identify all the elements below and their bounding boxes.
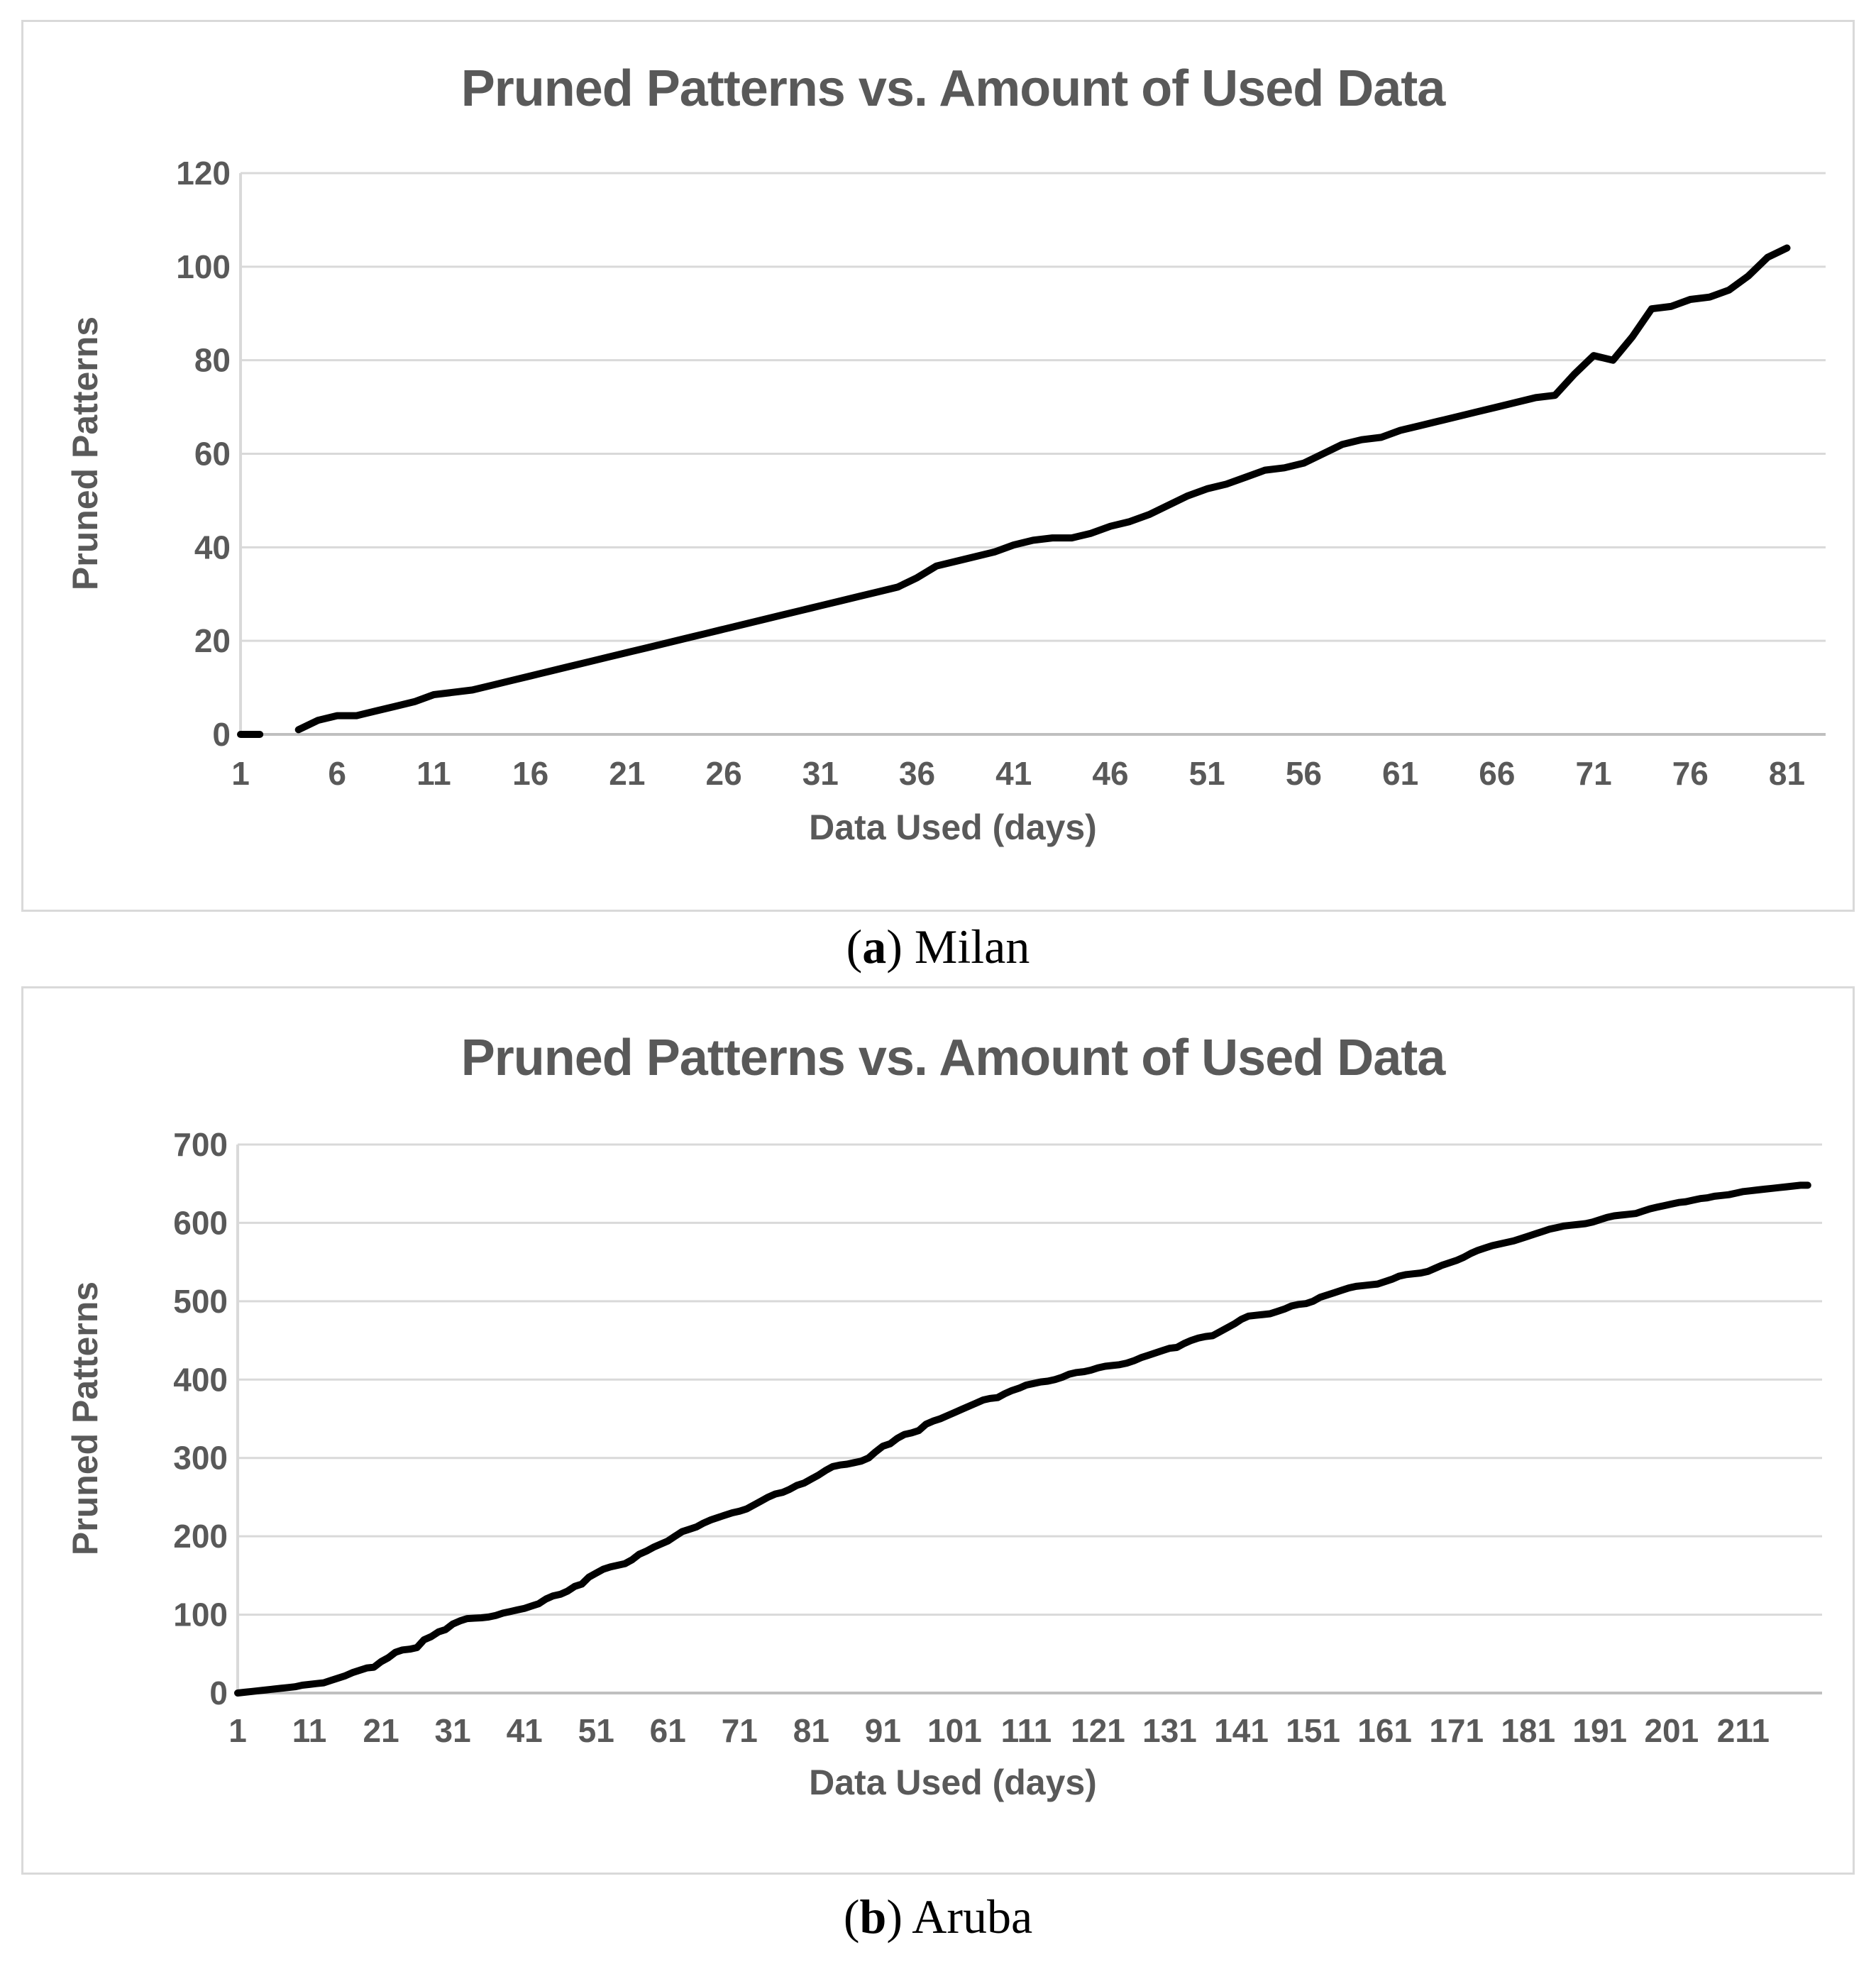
x-tick-label: 66 <box>1479 755 1515 792</box>
x-tick-label: 191 <box>1572 1712 1627 1749</box>
x-tick-label: 141 <box>1214 1712 1269 1749</box>
x-tick-label: 56 <box>1286 755 1322 792</box>
x-tick-label: 181 <box>1501 1712 1555 1749</box>
y-tick-label: 60 <box>194 436 231 473</box>
x-tick-label: 101 <box>927 1712 982 1749</box>
series-line <box>234 1181 1811 1697</box>
x-tick-label: 31 <box>435 1712 471 1749</box>
y-tick-label: 700 <box>173 1126 228 1163</box>
caption-paren-open: ( <box>843 1890 860 1943</box>
x-tick-label: 11 <box>292 1712 327 1749</box>
y-tick-label: 500 <box>173 1283 228 1320</box>
y-tick-label: 0 <box>209 1675 228 1711</box>
x-axis-title: Data Used (days) <box>809 807 1097 847</box>
y-tick-label: 300 <box>173 1440 228 1477</box>
caption-paren-open: ( <box>846 920 863 974</box>
caption-milan: (a) Milan <box>0 919 1876 975</box>
x-tick-label: 81 <box>793 1712 829 1749</box>
x-tick-label: 201 <box>1644 1712 1699 1749</box>
aruba-line-chart: Pruned Patterns vs. Amount of Used Data 0… <box>65 1030 1822 1802</box>
y-axis-title: Pruned Patterns <box>65 1281 105 1555</box>
milan-line-chart: Pruned Patterns vs. Amount of Used Data 0… <box>65 60 1826 847</box>
y-tick-label: 40 <box>194 529 231 566</box>
y-tick-label: 200 <box>173 1518 228 1555</box>
caption-text: ) Aruba <box>886 1890 1033 1943</box>
x-tick-label: 41 <box>995 755 1032 792</box>
caption-letter: a <box>862 920 887 974</box>
x-tick-label: 16 <box>512 755 548 792</box>
x-tick-label: 81 <box>1769 755 1805 792</box>
x-tick-label: 1 <box>228 1712 247 1749</box>
x-tick-label: 91 <box>865 1712 901 1749</box>
caption-text: ) Milan <box>886 920 1030 974</box>
milan-chart-panel: Pruned Patterns vs. Amount of Used Data 0… <box>21 20 1855 912</box>
x-tick-label: 61 <box>1382 755 1418 792</box>
x-tick-label: 6 <box>328 755 346 792</box>
x-tick-label: 71 <box>722 1712 758 1749</box>
x-tick-label: 36 <box>899 755 935 792</box>
x-tick-label: 61 <box>650 1712 686 1749</box>
x-tick-label: 41 <box>507 1712 543 1749</box>
x-tick-label: 161 <box>1357 1712 1412 1749</box>
x-tick-label: 51 <box>578 1712 614 1749</box>
x-tick-label: 151 <box>1286 1712 1340 1749</box>
y-tick-label: 100 <box>176 248 231 285</box>
x-tick-label: 131 <box>1142 1712 1197 1749</box>
y-tick-label: 400 <box>173 1361 228 1398</box>
x-tick-label: 171 <box>1429 1712 1484 1749</box>
chart-title: Pruned Patterns vs. Amount of Used Data <box>461 60 1447 117</box>
x-tick-label: 21 <box>609 755 645 792</box>
caption-aruba: (b) Aruba <box>0 1889 1876 1945</box>
x-tick-label: 71 <box>1575 755 1611 792</box>
aruba-chart-panel: Pruned Patterns vs. Amount of Used Data 0… <box>21 986 1855 1875</box>
x-tick-label: 51 <box>1189 755 1225 792</box>
x-tick-label: 76 <box>1672 755 1709 792</box>
y-tick-label: 120 <box>176 155 231 192</box>
x-tick-label: 211 <box>1717 1712 1770 1749</box>
y-tick-label: 20 <box>194 622 231 659</box>
y-tick-label: 0 <box>212 716 231 753</box>
x-tick-label: 21 <box>363 1712 399 1749</box>
x-tick-label: 121 <box>1071 1712 1125 1749</box>
x-tick-label: 111 <box>1001 1712 1052 1749</box>
x-tick-label: 31 <box>802 755 839 792</box>
x-tick-label: 46 <box>1092 755 1128 792</box>
caption-letter: b <box>859 1890 887 1943</box>
x-tick-label: 11 <box>416 755 451 792</box>
chart-title: Pruned Patterns vs. Amount of Used Data <box>461 1030 1447 1086</box>
y-tick-label: 600 <box>173 1204 228 1241</box>
x-tick-label: 1 <box>231 755 250 792</box>
y-axis-title: Pruned Patterns <box>65 316 105 590</box>
series-line <box>294 244 1791 734</box>
x-tick-label: 26 <box>706 755 742 792</box>
y-tick-label: 80 <box>194 342 231 379</box>
y-tick-label: 100 <box>173 1597 228 1633</box>
x-axis-title: Data Used (days) <box>809 1763 1097 1802</box>
